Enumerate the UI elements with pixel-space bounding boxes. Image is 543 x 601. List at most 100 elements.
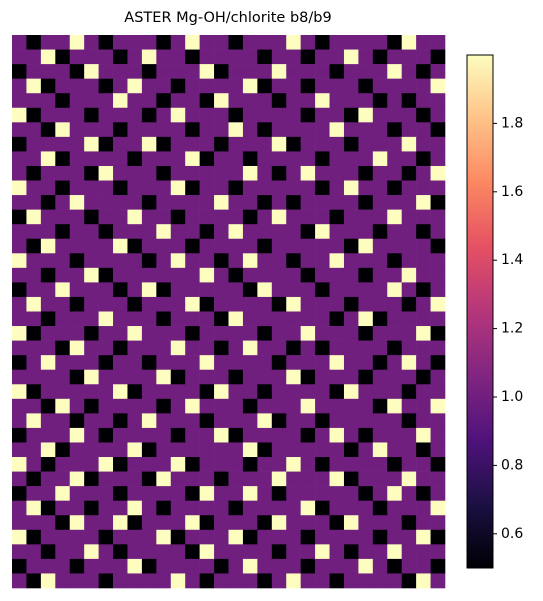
heatmap-cell [55,573,71,589]
heatmap-cell [242,122,258,138]
heatmap-cell [199,529,215,545]
heatmap-cell [84,471,99,487]
heatmap-cell [170,35,186,50]
heatmap-cell [84,136,99,152]
heatmap-cell [156,486,172,501]
heatmap-cell [113,296,128,312]
heatmap-cell [343,122,359,138]
heatmap-cell [343,165,359,181]
heatmap-cell [12,93,27,109]
heatmap-cell [343,195,359,210]
heatmap-cell [84,122,99,138]
heatmap-cell [214,471,229,487]
heatmap-cell [214,427,229,443]
heatmap-cell [156,500,172,516]
heatmap-cell [257,442,273,458]
heatmap-cell [113,471,128,487]
heatmap-cell [127,442,143,458]
heatmap-cell [300,398,316,414]
heatmap-cell [185,457,200,472]
heatmap-cell [84,340,99,356]
heatmap-cell [387,486,402,501]
heatmap-cell [329,529,345,545]
heatmap-cell [372,558,388,574]
heatmap-cell [387,311,402,327]
heatmap-cell [84,573,99,589]
heatmap-cell [55,165,71,181]
heatmap-cell [26,35,42,50]
heatmap-cell [387,122,402,138]
heatmap-cell [343,78,359,94]
heatmap-cell [343,151,359,167]
heatmap-cell [387,296,402,312]
heatmap-cell [113,442,128,458]
heatmap-cell [69,195,85,210]
heatmap-cell [372,427,388,443]
heatmap-cell [55,49,71,65]
heatmap-cell [242,64,258,79]
heatmap-cell [343,311,359,327]
heatmap-cell [329,355,345,371]
heatmap-cell [401,238,417,254]
heatmap-cell [84,195,99,210]
heatmap-cell [156,384,172,400]
heatmap-cell [199,238,215,254]
heatmap-cell [300,136,316,152]
heatmap-cell [343,35,359,50]
heatmap-cell [242,151,258,167]
heatmap-cell [300,340,316,356]
heatmap-cell [84,107,99,123]
heatmap-cell [257,180,273,196]
heatmap-cell [214,224,229,240]
heatmap-cell [55,355,71,371]
heatmap-cell [242,35,258,50]
heatmap-cell [84,500,99,516]
heatmap-cell [98,326,114,341]
heatmap-cell [416,369,431,385]
heatmap-cell [156,544,172,560]
colorbar-tick-label: 1.4 [501,252,523,268]
heatmap-cell [113,195,128,210]
heatmap-cell [343,326,359,341]
heatmap-cell [242,78,258,94]
heatmap-cell [185,151,200,167]
heatmap-cell [170,500,186,516]
heatmap-cell [84,529,99,545]
heatmap-cell [214,78,229,94]
heatmap-cell [387,457,402,472]
heatmap-cell [199,122,215,138]
heatmap-cell [141,224,157,240]
heatmap-cell [416,35,431,50]
heatmap-cell [170,340,186,356]
heatmap-cell [228,500,244,516]
heatmap-cell [228,49,244,65]
heatmap-cell [343,238,359,254]
heatmap-cell [141,573,157,589]
heatmap-cell [156,209,172,225]
heatmap-cell [84,398,99,414]
heatmap-cell [228,471,244,487]
heatmap-cell [242,326,258,341]
heatmap-cell [26,427,42,443]
heatmap-cell [286,49,301,65]
heatmap-cell [185,195,200,210]
heatmap-cell [84,311,99,327]
heatmap-cell [242,529,258,545]
heatmap-cell [257,515,273,531]
heatmap-cell [416,442,431,458]
heatmap-cell [416,427,431,443]
heatmap-cell [416,224,431,240]
heatmap-cell [430,209,446,225]
heatmap-cell [372,35,388,50]
heatmap-cell [257,427,273,443]
heatmap-cell [98,573,114,589]
heatmap-cell [199,224,215,240]
heatmap-cell [113,180,128,196]
heatmap-cell [315,384,330,400]
heatmap-cell [69,311,85,327]
heatmap-cell [98,515,114,531]
heatmap-cell [430,296,446,312]
heatmap-cell [185,296,200,312]
heatmap-cell [242,427,258,443]
heatmap-cell [141,296,157,312]
